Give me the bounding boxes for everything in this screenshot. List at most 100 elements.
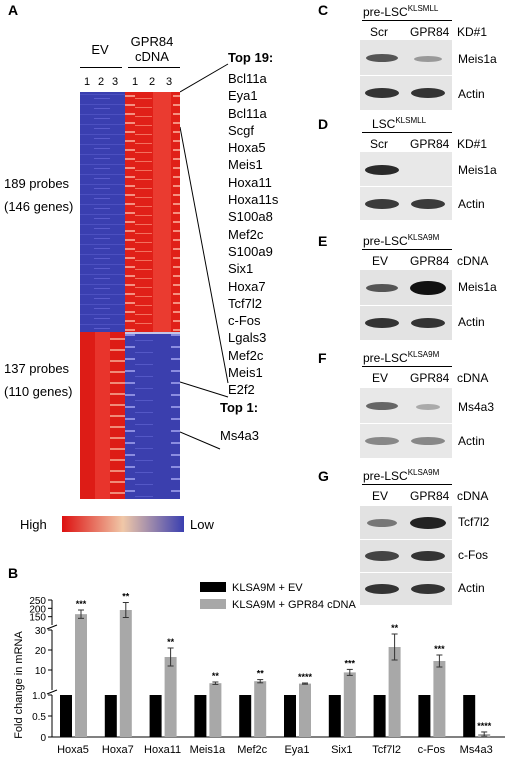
heatmap-group-ev-label: EV xyxy=(91,42,109,57)
panel-c-title-text: pre-LSC xyxy=(363,5,408,19)
significance-label: *** xyxy=(76,599,87,609)
panel-d-lane-1: Scr xyxy=(370,137,388,151)
y-axis-label: Fold change in mRNA xyxy=(13,631,25,739)
panel-f-row-2: Actin xyxy=(458,434,485,448)
top-up-title: Top 19: xyxy=(228,50,274,65)
heatmap-color-scale xyxy=(62,516,184,532)
lane-label: 3 xyxy=(112,76,119,88)
panel-e-title-text: pre-LSC xyxy=(363,234,408,248)
panel-f-letter: F xyxy=(318,350,327,366)
panel-f-lane-3: cDNA xyxy=(457,371,489,385)
significance-label: ** xyxy=(391,623,399,633)
panel-f-lane-1: EV xyxy=(372,371,389,385)
axis-break-mark xyxy=(46,689,58,695)
bar-ev xyxy=(104,695,117,737)
panel-g-letter: G xyxy=(318,468,329,484)
legend-label-gpr84: KLSA9M + GPR84 cDNA xyxy=(232,599,356,611)
bar-ev xyxy=(194,695,207,737)
panel-g-title: pre-LSCKLSA9M xyxy=(363,468,439,483)
y-tick-label: 200 xyxy=(29,604,46,615)
gene-label: Six1 xyxy=(228,261,254,277)
heatmap-lower-ev xyxy=(80,332,125,499)
panel-c-row-1: Meis1a xyxy=(458,52,497,66)
legend-swatch-ev xyxy=(200,582,226,592)
panel-d-row-1: Meis1a xyxy=(458,163,497,177)
panel-e-title-sup: KLSA9M xyxy=(407,233,440,242)
x-tick-label: Mef2c xyxy=(237,744,267,756)
x-tick-label: Tcf7l2 xyxy=(372,744,401,756)
panel-c-lane-1: Scr xyxy=(370,25,388,39)
bar-gpr84 xyxy=(299,683,311,737)
panel-d-letter: D xyxy=(318,116,329,132)
bar-ev xyxy=(284,695,296,737)
y-tick-label: 0 xyxy=(40,733,46,744)
bar-ev xyxy=(373,695,386,737)
panel-d-lane-2: GPR84 xyxy=(410,137,450,151)
panel-c-title: pre-LSCKLSMLL xyxy=(363,4,438,19)
gene-label: c-Fos xyxy=(228,313,261,329)
panel-f-title-text: pre-LSC xyxy=(363,351,408,365)
significance-label: ** xyxy=(257,669,265,679)
panel-g-lane-1: EV xyxy=(372,489,389,503)
legend-swatch-gpr84 xyxy=(200,599,226,609)
significance-label: **** xyxy=(298,672,313,682)
gene-label: Bcl11a xyxy=(228,71,267,86)
bar-gpr84 xyxy=(119,610,132,737)
y-tick-label: 30 xyxy=(35,626,47,637)
panel-g-lane-3: cDNA xyxy=(457,489,489,503)
gene-label: Lgals3 xyxy=(228,330,267,346)
panel-e-letter: E xyxy=(318,233,328,249)
significance-label: **** xyxy=(477,721,492,731)
panel-b-letter: B xyxy=(8,565,19,581)
x-tick-label: Hoxa11 xyxy=(144,744,181,756)
heatmap-upper-gpr84 xyxy=(125,92,180,332)
gene-label: Meis1 xyxy=(228,157,263,173)
x-tick-label: Eya1 xyxy=(284,744,309,756)
bar-gpr84 xyxy=(343,672,356,737)
gene-label: S100a8 xyxy=(228,209,273,225)
panel-e-title: pre-LSCKLSA9M xyxy=(363,233,439,248)
heatmap-group-gpr84-line xyxy=(128,67,180,68)
gene-label: Tcf7l2 xyxy=(228,295,262,311)
bar-gpr84 xyxy=(75,614,87,737)
x-tick-label: c-Fos xyxy=(418,744,446,756)
bar-ev xyxy=(418,695,431,737)
lane-label: 2 xyxy=(98,76,105,88)
significance-label: *** xyxy=(434,644,445,654)
bar-ev xyxy=(239,695,252,737)
legend-label-ev: KLSA9M + EV xyxy=(232,582,303,594)
gene-label: S100a9 xyxy=(228,243,273,259)
bar-ev xyxy=(149,695,162,737)
significance-label: *** xyxy=(345,658,356,668)
lower-cluster-label: 137 probes (110 genes) xyxy=(4,360,72,400)
panel-d-title: LSCKLSMLL xyxy=(372,116,426,131)
heatmap xyxy=(80,92,180,499)
y-tick-label: 10 xyxy=(35,666,47,677)
upper-cluster-line2: (146 genes) xyxy=(4,199,74,214)
panel-f-blot xyxy=(360,388,452,458)
heatmap-group-ev-line xyxy=(80,67,122,68)
panel-c-blot xyxy=(360,40,452,110)
heatmap-group-gpr84-line1: GPR84 xyxy=(130,34,174,49)
lane-label: 1 xyxy=(132,76,139,88)
panel-g-blot xyxy=(360,506,452,605)
bar-gpr84 xyxy=(209,683,222,737)
lane-label: 2 xyxy=(149,76,156,88)
panel-g-title-sup: KLSA9M xyxy=(407,468,440,477)
heatmap-upper-ev xyxy=(80,92,125,332)
panel-d-title-sup: KLSMLL xyxy=(395,116,427,125)
panel-f-row-1: Ms4a3 xyxy=(458,400,495,414)
gene-label: Hoxa11s xyxy=(228,192,279,208)
panel-e-row-2: Actin xyxy=(458,315,485,329)
bar-ev xyxy=(60,695,72,737)
top-down-title: Top 1: xyxy=(220,400,259,415)
gene-label: Mef2c xyxy=(228,226,264,242)
panel-c-lane-3: KD#1 xyxy=(457,25,488,39)
heatmap-group-gpr84-line2: cDNA xyxy=(135,49,169,64)
panel-c-lane-2: GPR84 xyxy=(410,25,450,39)
scale-low-label: Low xyxy=(190,517,214,532)
y-tick-label: 150 xyxy=(29,613,46,624)
top-down-gene: Ms4a3 xyxy=(220,428,260,443)
panel-e-blot xyxy=(360,270,452,340)
panel-c-letter: C xyxy=(318,2,329,18)
